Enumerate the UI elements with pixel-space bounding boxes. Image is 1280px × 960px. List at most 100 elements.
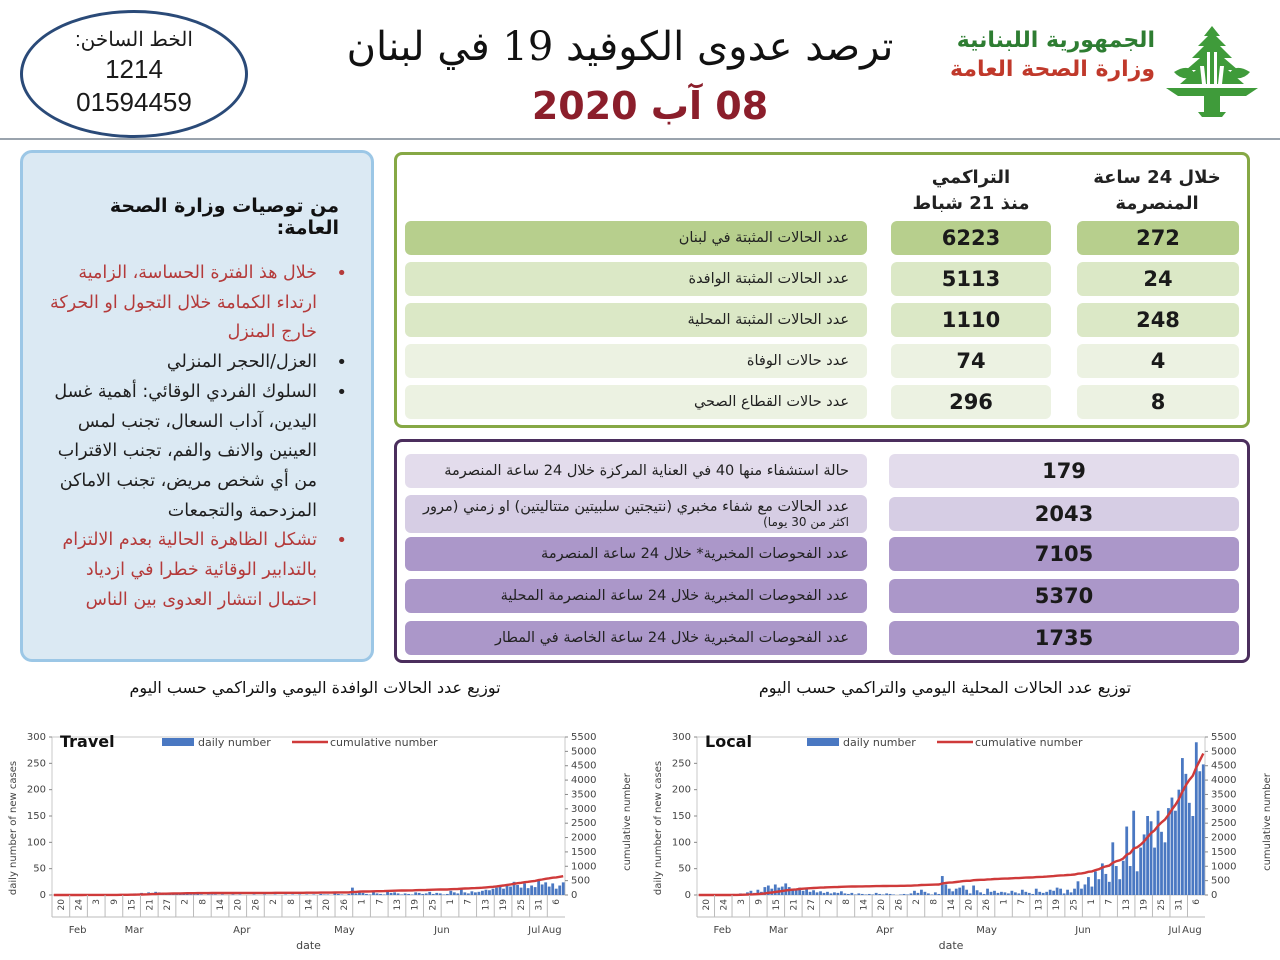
daily-bar [756,889,760,895]
daily-bar [498,885,502,895]
daily-bar [1052,890,1056,895]
daily-bar [867,893,871,895]
y2-tick-label: 4500 [571,761,596,772]
extra-stat-label: عدد الحالات مع شفاء مخبري (نتيجتين سلبيت… [405,495,867,533]
hotline-number-short: 1214 [105,54,163,84]
col-header-last24-line1: خلال 24 ساعة [1093,167,1221,188]
daily-bar [305,894,309,895]
daily-bar [1094,871,1097,895]
travel-chart: 0501001502002503000500100015002000250030… [8,732,633,952]
recommendation-item: • العزل/الحجر المنزلي [45,348,353,378]
daily-bar [463,892,467,895]
legend-label: daily number [198,736,271,749]
daily-bar [1062,893,1066,895]
extra-stat-cell: 7105 [889,537,1239,571]
x-tick-label: 8 [842,899,852,905]
daily-bar [1135,871,1139,895]
daily-bar [196,893,200,895]
x-tick-label: 20 [234,899,244,911]
daily-bar [798,887,802,895]
daily-bar [291,894,295,895]
stat-last24-cell: 8 [1077,385,1239,419]
daily-bar [1174,810,1177,895]
daily-bar [547,886,551,895]
extra-stat-label-text: عدد الفحوصات المخبرية خلال 24 ساعة الخاص… [494,630,849,646]
hotline-oval: الخط الساخن: 1214 01594459 [20,10,248,138]
daily-bar [554,888,558,895]
stat-cumulative-value: 5113 [941,267,1001,291]
daily-bar [899,894,902,895]
x-tick-label: 6 [1192,899,1202,905]
daily-bar [954,888,958,895]
month-label: Aug [1182,925,1202,936]
x-tick-label: 3 [92,899,102,905]
x-tick-label: 3 [737,899,747,905]
daily-bar [403,893,407,895]
y2-tick-label: 4500 [1211,761,1236,772]
month-label: Mar [769,925,789,936]
stat-row-label: عدد حالات القطاع الصحي [405,385,867,419]
daily-bar [989,891,993,895]
x-tick-label: 14 [947,899,957,911]
stat-last24-cell: 248 [1077,303,1239,337]
daily-bar [263,894,266,895]
month-label: Jun [433,925,450,936]
report-date: 08 آب 2020 [531,84,769,128]
daily-bar [221,894,224,895]
x-tick-label: 21 [145,899,155,910]
daily-bar [1080,888,1083,895]
daily-bar [833,892,836,895]
cumulative-line [698,752,1205,897]
daily-bar [238,894,242,895]
daily-bar [558,885,562,895]
y2-tick-label: 5000 [571,746,596,757]
daily-bar [319,893,323,895]
daily-bar [347,893,351,895]
stat-cumulative-cell: 5113 [891,262,1051,296]
daily-bar [1013,892,1017,895]
x-tick-label: 21 [789,899,799,910]
y2-tick-label: 500 [571,876,590,887]
daily-bar [937,893,941,895]
case-stats-panel: خلال 24 ساعة المنصرمة التراكمي منذ 21 شب… [394,152,1250,428]
daily-bar [975,890,979,895]
daily-bar [551,883,555,895]
stat-last24-value: 24 [1143,267,1173,291]
extra-stat-label-text: عدد الفحوصات المخبرية خلال 24 ساعة المنص… [500,588,849,604]
daily-bar [874,892,878,895]
month-label: Aug [542,925,562,936]
y2-tick-label: 1000 [1211,861,1236,872]
daily-bar [944,884,948,895]
hotline-number-long: 01594459 [76,87,192,117]
daily-bar [1000,891,1003,895]
daily-bar [410,894,414,895]
extra-stat-cell: 1735 [889,621,1239,655]
daily-bar [888,893,892,895]
daily-bar [365,893,368,895]
daily-bar [840,891,843,895]
daily-bar [1087,877,1090,895]
col-header-last24: خلال 24 ساعة المنصرمة [1077,165,1237,217]
cedar-tree-icon [1166,26,1258,117]
daily-bar [326,894,330,895]
month-label: Mar [125,925,145,936]
daily-bar [1167,808,1170,895]
local-chart-heading: توزيع عدد الحالات المحلية اليومي والتراك… [758,678,1132,697]
month-label: Apr [876,925,894,936]
x-tick-label: 13 [1035,899,1045,910]
daily-bar [372,892,375,895]
stat-row-label: عدد الحالات المثبتة في لبنان [405,221,867,255]
daily-bar [435,892,439,895]
daily-bar [801,890,805,895]
daily-bar [1128,866,1132,895]
month-label: Jul [527,925,540,936]
stat-cumulative-cell: 296 [891,385,1051,419]
x-tick-label: 20 [322,899,332,911]
stat-last24-cell: 24 [1077,262,1239,296]
x-tick-label: 6 [552,899,562,905]
recommendation-text: السلوك الفردي الوقائي: أهمية غسل اليدين،… [54,381,317,521]
daily-bar [1132,810,1136,895]
extra-stat-cell: 5370 [889,579,1239,613]
daily-bar [1059,888,1062,895]
daily-bar [178,894,182,895]
